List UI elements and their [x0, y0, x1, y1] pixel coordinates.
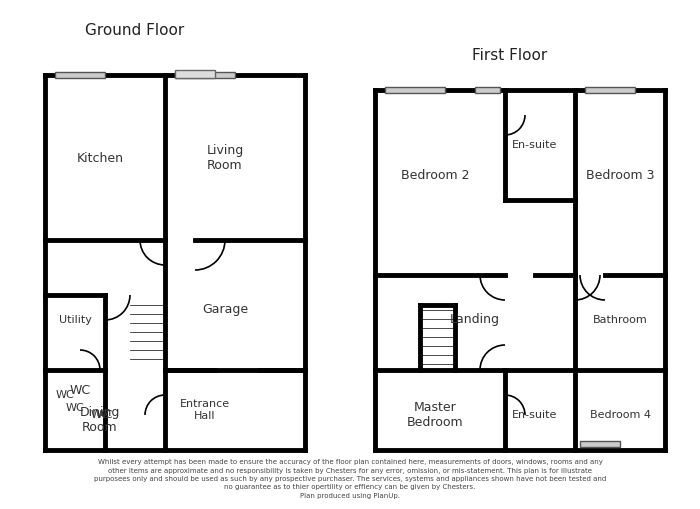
Bar	[385, 87, 445, 93]
Text: Ground Floor: Ground Floor	[85, 22, 185, 38]
Text: En-suite: En-suite	[512, 410, 558, 420]
Text: Bedroom 3: Bedroom 3	[586, 168, 654, 182]
Bar	[55, 72, 105, 78]
Text: Utility: Utility	[59, 315, 92, 325]
Text: Dining
Room: Dining Room	[80, 406, 120, 434]
Text: First Floor: First Floor	[473, 47, 547, 63]
Text: Entrance
Hall: Entrance Hall	[180, 399, 230, 421]
Bar	[175, 70, 215, 78]
Bar	[585, 87, 635, 93]
Text: Garage: Garage	[202, 303, 248, 317]
Text: Bedroom 2: Bedroom 2	[400, 168, 469, 182]
Text: WC: WC	[55, 390, 74, 400]
Text: Whilst every attempt has been made to ensure the accuracy of the floor plan cont: Whilst every attempt has been made to en…	[94, 459, 606, 499]
Text: En-suite: En-suite	[512, 140, 558, 150]
Bar	[175, 72, 235, 78]
Text: Bedroom 4: Bedroom 4	[589, 410, 650, 420]
Text: Master
Bedroom: Master Bedroom	[407, 401, 463, 429]
Text: WC: WC	[69, 383, 90, 397]
Text: Landing: Landing	[450, 314, 500, 326]
Bar	[580, 441, 620, 447]
Text: WC: WC	[90, 410, 109, 420]
Text: Living
Room: Living Room	[206, 144, 244, 172]
Bar	[475, 87, 500, 93]
Text: WC: WC	[97, 410, 113, 420]
Text: Bathroom: Bathroom	[593, 315, 648, 325]
Text: Kitchen: Kitchen	[76, 152, 123, 164]
Text: WC: WC	[66, 403, 85, 413]
